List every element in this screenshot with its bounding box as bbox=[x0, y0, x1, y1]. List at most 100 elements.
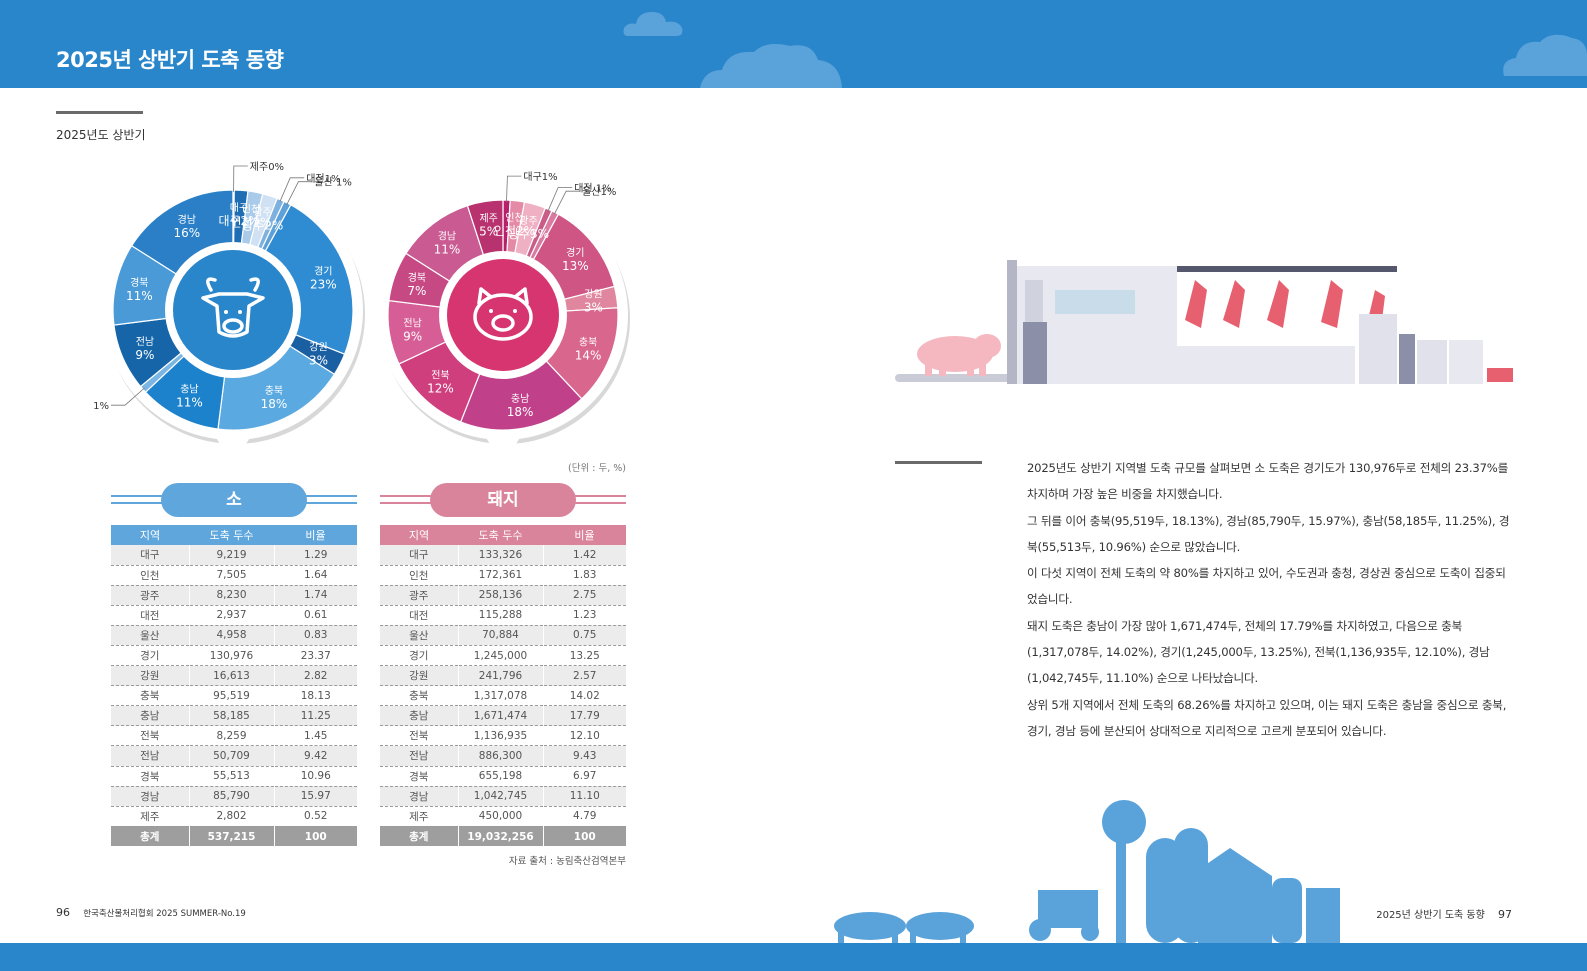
slice-value-label: 11% bbox=[176, 396, 203, 410]
table-cell: 15.97 bbox=[273, 786, 357, 807]
table-cell: 1.29 bbox=[273, 545, 357, 566]
table-cell: 19,032,256 bbox=[457, 826, 543, 847]
table-cell: 1.45 bbox=[273, 725, 357, 747]
table-cell: 2,802 bbox=[188, 806, 274, 827]
leader-line bbox=[111, 387, 145, 406]
farm-silhouette-illustration bbox=[834, 800, 1340, 943]
body-paragraph: 상위 5개 지역에서 전체 도축의 68.26%를 차지하고 있으며, 이는 돼… bbox=[1027, 697, 1507, 738]
leader-line bbox=[233, 165, 248, 193]
cloud-icon bbox=[623, 12, 683, 36]
table-cell: 1,317,078 bbox=[457, 685, 543, 707]
slice-value-label: 3% bbox=[584, 301, 603, 315]
body-paragraph: 이 다섯 지역이 전체 도축의 약 80%를 차지하고 있어, 수도권과 충청,… bbox=[1027, 566, 1506, 607]
source-note: 자료 출처 : 농림축산검역본부 bbox=[508, 856, 626, 867]
table-cell: 강원 bbox=[111, 665, 189, 687]
slice-name-label: 경북 bbox=[408, 271, 426, 284]
table-header-row: 지역 도축 두수 비율 bbox=[380, 525, 626, 545]
table-cell: 4.79 bbox=[542, 806, 626, 827]
table-cell: 172,361 bbox=[457, 565, 543, 586]
table-cell: 경남 bbox=[380, 786, 458, 807]
table-cell: 8,259 bbox=[188, 725, 274, 747]
table-cell: 100 bbox=[273, 826, 357, 847]
analysis-text: 2025년도 상반기 지역별 도축 규모를 살펴보면 소 도축은 경기도가 13… bbox=[1027, 455, 1515, 744]
table-cell: 70,884 bbox=[457, 625, 543, 646]
table-cell: 13.25 bbox=[542, 645, 626, 667]
table-cell: 2.75 bbox=[542, 585, 626, 606]
table-cell: 광주 bbox=[380, 585, 458, 606]
table-cell: 충북 bbox=[380, 685, 458, 707]
slice-name-label: 충남 bbox=[180, 384, 198, 396]
table-row: 충북 1,317,078 14.02 bbox=[380, 685, 626, 707]
table-row: 광주 8,230 1.74 bbox=[111, 585, 357, 606]
slice-name-label: 제주 bbox=[479, 213, 497, 225]
table-cell: 제주 bbox=[380, 806, 458, 827]
table-cell: 울산 bbox=[111, 625, 189, 646]
header-bar: 2025년 상반기 도축 동향 bbox=[0, 0, 1587, 88]
table-cell: 0.52 bbox=[273, 806, 357, 827]
page-number-left: 96 bbox=[56, 906, 70, 919]
table-cell: 23.37 bbox=[273, 645, 357, 667]
table-cell: 655,198 bbox=[457, 766, 543, 787]
leader-line bbox=[506, 175, 522, 203]
table-row: 경기 1,245,000 13.25 bbox=[380, 645, 626, 667]
leader-line bbox=[286, 181, 313, 206]
table-row: 울산 4,958 0.83 bbox=[111, 625, 357, 646]
table-cell: 450,000 bbox=[457, 806, 543, 827]
table-cell: 충남 bbox=[380, 705, 458, 727]
table-cell: 115,288 bbox=[457, 605, 543, 626]
pig-icon bbox=[473, 287, 533, 341]
table-cell: 경북 bbox=[380, 766, 458, 787]
slice-name-label: 전남 bbox=[403, 317, 421, 329]
table-cell: 경기 bbox=[380, 645, 458, 667]
pin-pointer bbox=[215, 436, 251, 465]
footer-bar bbox=[0, 943, 1587, 971]
carcass-illustration bbox=[1185, 280, 1385, 328]
slice-value-label: 대구2% bbox=[218, 214, 259, 228]
slice-name-label: 대구 bbox=[230, 202, 248, 214]
table-cell: 7,505 bbox=[188, 565, 274, 586]
slice-name-label: 경남 bbox=[178, 213, 196, 226]
table-row: 인천 7,505 1.64 bbox=[111, 565, 357, 586]
table-total-row: 총계 19,032,256 100 bbox=[380, 826, 626, 847]
table-cell: 14.02 bbox=[542, 685, 626, 707]
table-cell: 경북 bbox=[111, 766, 189, 787]
table-cell: 1.23 bbox=[542, 605, 626, 626]
table-row: 인천 172,361 1.83 bbox=[380, 565, 626, 586]
table-cell: 50,709 bbox=[188, 745, 274, 767]
table-cell: 인천 bbox=[111, 565, 189, 586]
table-cell: 대구 bbox=[111, 545, 189, 566]
slice-callout-label: 울산1% bbox=[582, 186, 616, 198]
slice-name-label: 충남 bbox=[511, 393, 529, 405]
leader-line bbox=[553, 190, 581, 215]
table-row: 광주 258,136 2.75 bbox=[380, 585, 626, 606]
slice-name-label: 강원 bbox=[309, 342, 327, 354]
table-cell: 대전 bbox=[111, 605, 189, 626]
slice-name-label: 강원 bbox=[584, 289, 602, 301]
slice-name-label: 광주 bbox=[519, 215, 537, 227]
table-cell: 충북 bbox=[111, 685, 189, 707]
footer-left: 96 한국축산물처리협회 2025 SUMMER-No.19 bbox=[56, 906, 246, 919]
table-row: 경남 85,790 15.97 bbox=[111, 786, 357, 807]
table-row: 강원 16,613 2.82 bbox=[111, 665, 357, 687]
table-cell: 9.42 bbox=[273, 745, 357, 767]
column-header: 비율 bbox=[274, 525, 357, 545]
table-cell: 11.10 bbox=[542, 786, 626, 807]
column-header: 도축 두수 bbox=[189, 525, 274, 545]
slice-name-label: 경기 bbox=[566, 246, 584, 259]
table-cell: 1,042,745 bbox=[457, 786, 543, 807]
table-total-row: 총계 537,215 100 bbox=[111, 826, 357, 847]
slice-name-label: 인천 bbox=[242, 204, 260, 216]
table-cell: 총계 bbox=[380, 826, 458, 847]
table-cell: 전북 bbox=[380, 725, 458, 747]
table-cell: 충남 bbox=[111, 705, 189, 727]
slice-name-label: 충북 bbox=[579, 337, 597, 349]
column-header: 도축 두수 bbox=[458, 525, 543, 545]
slice-value-label: 11% bbox=[126, 289, 153, 303]
leader-line bbox=[547, 187, 573, 212]
table-cell: 10.96 bbox=[273, 766, 357, 787]
pin-pointer bbox=[485, 436, 521, 465]
slice-name-label: 경기 bbox=[314, 265, 332, 278]
table-row: 충남 58,185 11.25 bbox=[111, 705, 357, 727]
table-cell: 58,185 bbox=[188, 705, 274, 727]
table-cell: 130,976 bbox=[188, 645, 274, 667]
